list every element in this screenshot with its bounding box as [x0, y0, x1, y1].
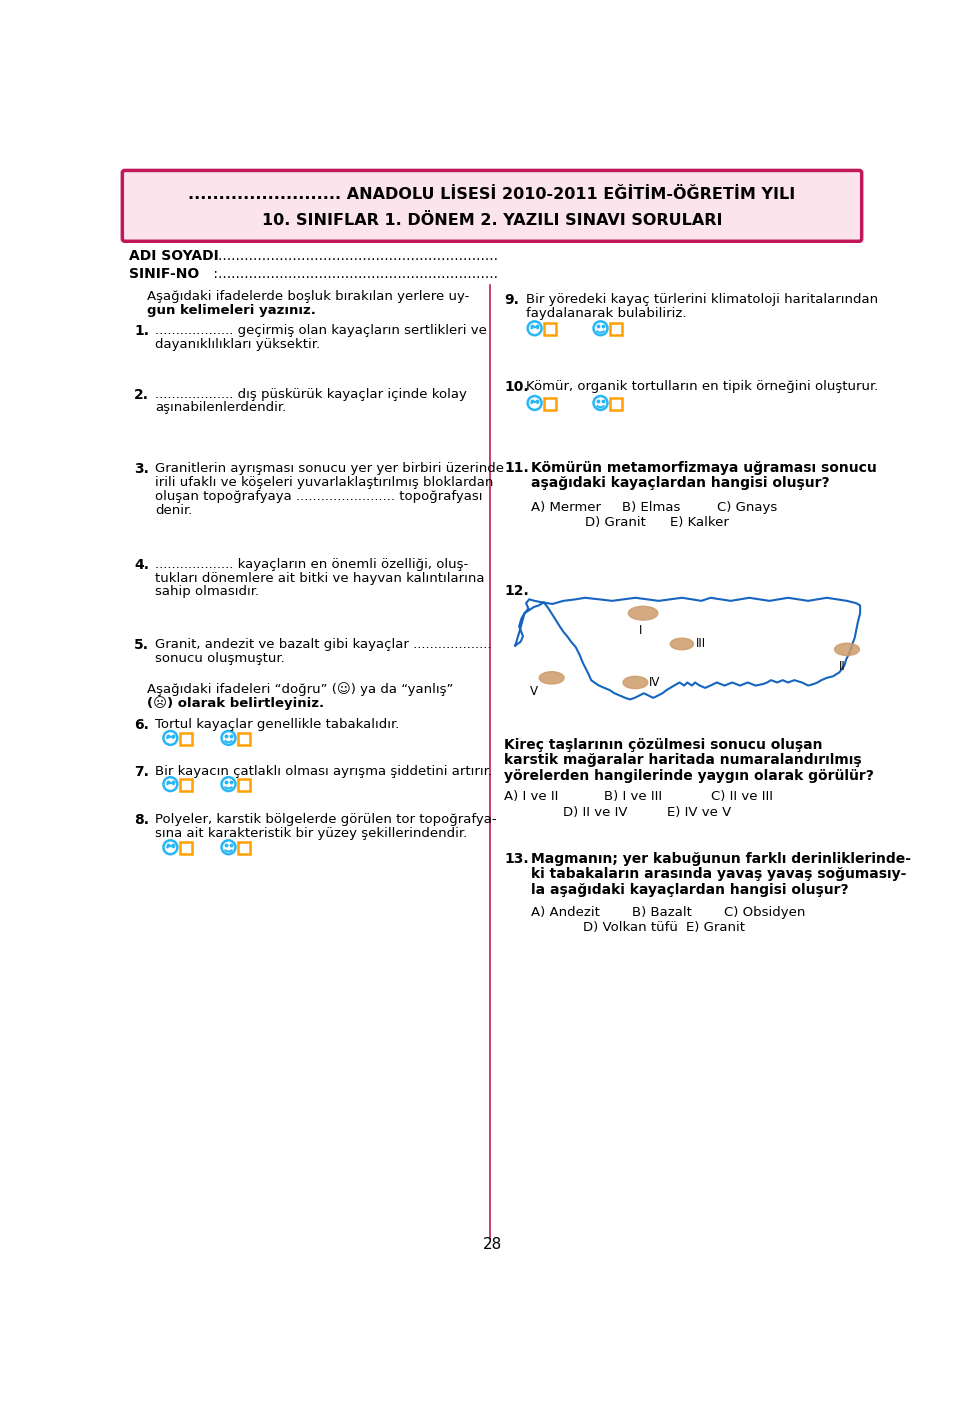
Polygon shape — [516, 598, 860, 699]
Text: sonucu oluşmuştur.: sonucu oluşmuştur. — [155, 651, 284, 664]
Text: denir.: denir. — [155, 504, 192, 517]
Text: B) I ve III: B) I ve III — [604, 790, 661, 803]
Bar — [544, 322, 557, 335]
Text: Kömürün metamorfizmaya uğraması sonucu: Kömürün metamorfizmaya uğraması sonucu — [531, 461, 876, 475]
FancyBboxPatch shape — [122, 171, 862, 241]
Bar — [180, 779, 192, 792]
Text: Bir kayacın çatlaklı olması ayrışma şiddetini artırır.: Bir kayacın çatlaklı olması ayrışma şidd… — [155, 765, 492, 778]
Text: 9.: 9. — [504, 293, 519, 307]
Text: E) IV ve V: E) IV ve V — [667, 806, 732, 818]
Ellipse shape — [623, 677, 648, 689]
Text: C) Obsidyen: C) Obsidyen — [725, 906, 805, 919]
Text: yörelerden hangilerinde yaygın olarak görülür?: yörelerden hangilerinde yaygın olarak gö… — [504, 769, 875, 783]
Text: Bir yöredeki kayaç türlerini klimatoloji haritalarından: Bir yöredeki kayaç türlerini klimatoloji… — [526, 293, 878, 305]
Ellipse shape — [834, 643, 859, 656]
Text: ................... geçirmiş olan kayaçların sertlikleri ve: ................... geçirmiş olan kayaçl… — [155, 324, 487, 336]
Text: 4.: 4. — [134, 558, 149, 572]
Text: 3.: 3. — [134, 462, 149, 476]
Bar — [238, 842, 251, 855]
Bar — [238, 733, 251, 745]
Text: Kömür, organik tortulların en tipik örneğini oluşturur.: Kömür, organik tortulların en tipik örne… — [526, 380, 878, 392]
Text: ki tabakaların arasında yavaş yavaş soğumasıy-: ki tabakaların arasında yavaş yavaş soğu… — [531, 867, 906, 881]
Text: A) Mermer: A) Mermer — [531, 500, 601, 514]
Text: la aşağıdaki kayaçlardan hangisi oluşur?: la aşağıdaki kayaçlardan hangisi oluşur? — [531, 883, 849, 897]
Text: ................... dış püskürük kayaçlar içinde kolay: ................... dış püskürük kayaçla… — [155, 388, 467, 401]
Text: 13.: 13. — [504, 852, 529, 866]
Text: karstik mağaralar haritada numaralandırılmış: karstik mağaralar haritada numaralandırı… — [504, 754, 862, 768]
Text: Tortul kayaçlar genellikle tabakalıdır.: Tortul kayaçlar genellikle tabakalıdır. — [155, 717, 399, 731]
Text: Polyeler, karstik bölgelerde görülen tor topoğrafya-: Polyeler, karstik bölgelerde görülen tor… — [155, 814, 496, 827]
Text: ......................... ANADOLU LİSESİ 2010-2011 EĞİTİM-ÖĞRETİM YILI: ......................... ANADOLU LİSESİ… — [188, 188, 796, 202]
Ellipse shape — [629, 607, 658, 621]
Ellipse shape — [670, 639, 693, 650]
Text: ADI SOYADI: ADI SOYADI — [130, 249, 219, 263]
Text: SINIF-NO: SINIF-NO — [130, 266, 200, 280]
Text: Magmanın; yer kabuğunun farklı derinliklerinde-: Magmanın; yer kabuğunun farklı derinlikl… — [531, 852, 911, 866]
Text: B) Elmas: B) Elmas — [622, 500, 681, 514]
Text: E) Granit: E) Granit — [685, 922, 745, 934]
Text: Aşağıdaki ifadelerde boşluk bırakılan yerlere uy-: Aşağıdaki ifadelerde boşluk bırakılan ye… — [147, 290, 469, 303]
Text: :................................................................: :.......................................… — [209, 249, 498, 263]
Text: B) Bazalt: B) Bazalt — [632, 906, 691, 919]
Bar — [180, 733, 192, 745]
Text: 8.: 8. — [134, 814, 149, 828]
Bar — [180, 842, 192, 855]
Text: V: V — [530, 685, 538, 698]
Bar — [610, 398, 622, 410]
Bar — [238, 779, 251, 792]
Text: 7.: 7. — [134, 765, 149, 779]
Text: A) Andezit: A) Andezit — [531, 906, 600, 919]
Text: irili ufaklı ve köşeleri yuvarlaklaştırılmış bloklardan: irili ufaklı ve köşeleri yuvarlaklaştırı… — [155, 476, 493, 489]
Text: C) Gnays: C) Gnays — [717, 500, 777, 514]
Text: IV: IV — [649, 675, 660, 689]
Text: Granitlerin ayrışması sonucu yer yer birbiri üzerinde: Granitlerin ayrışması sonucu yer yer bir… — [155, 462, 504, 475]
Text: sahip olmasıdır.: sahip olmasıdır. — [155, 586, 259, 598]
Text: gun kelimeleri yazınız.: gun kelimeleri yazınız. — [147, 304, 316, 317]
Text: 1.: 1. — [134, 324, 149, 338]
Text: A) I ve II: A) I ve II — [504, 790, 559, 803]
Text: tukları dönemlere ait bitki ve hayvan kalıntılarına: tukları dönemlere ait bitki ve hayvan ka… — [155, 572, 485, 584]
Bar — [610, 322, 622, 335]
Ellipse shape — [540, 671, 564, 684]
Text: E) Kalker: E) Kalker — [670, 516, 730, 530]
Text: 5.: 5. — [134, 637, 149, 651]
Text: ................... kayaçların en önemli özelliği, oluş-: ................... kayaçların en önemli… — [155, 558, 468, 570]
Bar — [544, 398, 557, 410]
Text: dayanıklılıkları yüksektir.: dayanıklılıkları yüksektir. — [155, 338, 320, 350]
Text: D) Granit: D) Granit — [585, 516, 646, 530]
Text: 2.: 2. — [134, 388, 149, 402]
Text: 6.: 6. — [134, 717, 149, 731]
Text: D) Volkan tüfü: D) Volkan tüfü — [584, 922, 679, 934]
Text: :................................................................: :.......................................… — [209, 266, 498, 280]
Text: 11.: 11. — [504, 461, 529, 475]
Text: 28: 28 — [482, 1237, 502, 1252]
Text: II: II — [839, 660, 846, 672]
Text: sına ait karakteristik bir yüzey şekillerindendir.: sına ait karakteristik bir yüzey şekille… — [155, 827, 468, 841]
Text: Kireç taşlarının çözülmesi sonucu oluşan: Kireç taşlarının çözülmesi sonucu oluşan — [504, 738, 823, 752]
Text: Aşağıdaki ifadeleri “doğru” (☺) ya da “yanlış”: Aşağıdaki ifadeleri “doğru” (☺) ya da “y… — [147, 682, 453, 696]
Text: (☹) olarak belirtleyiniz.: (☹) olarak belirtleyiniz. — [147, 696, 324, 710]
Text: C) II ve III: C) II ve III — [710, 790, 773, 803]
Text: aşağıdaki kayaçlardan hangisi oluşur?: aşağıdaki kayaçlardan hangisi oluşur? — [531, 476, 829, 490]
Text: D) II ve IV: D) II ve IV — [564, 806, 628, 818]
Text: I: I — [639, 623, 642, 636]
Text: oluşan topoğrafyaya ........................ topoğrafyası: oluşan topoğrafyaya ....................… — [155, 490, 482, 503]
Text: 12.: 12. — [504, 584, 529, 598]
Text: III: III — [696, 637, 706, 650]
Text: aşınabilenlerdendir.: aşınabilenlerdendir. — [155, 402, 286, 415]
Text: 10.: 10. — [504, 380, 529, 394]
Text: faydalanarak bulabiliriz.: faydalanarak bulabiliriz. — [526, 307, 686, 319]
Text: 10. SINIFLAR 1. DÖNEM 2. YAZILI SINAVI SORULARI: 10. SINIFLAR 1. DÖNEM 2. YAZILI SINAVI S… — [262, 213, 722, 228]
Text: Granit, andezit ve bazalt gibi kayaçlar ...................: Granit, andezit ve bazalt gibi kayaçlar … — [155, 637, 492, 651]
